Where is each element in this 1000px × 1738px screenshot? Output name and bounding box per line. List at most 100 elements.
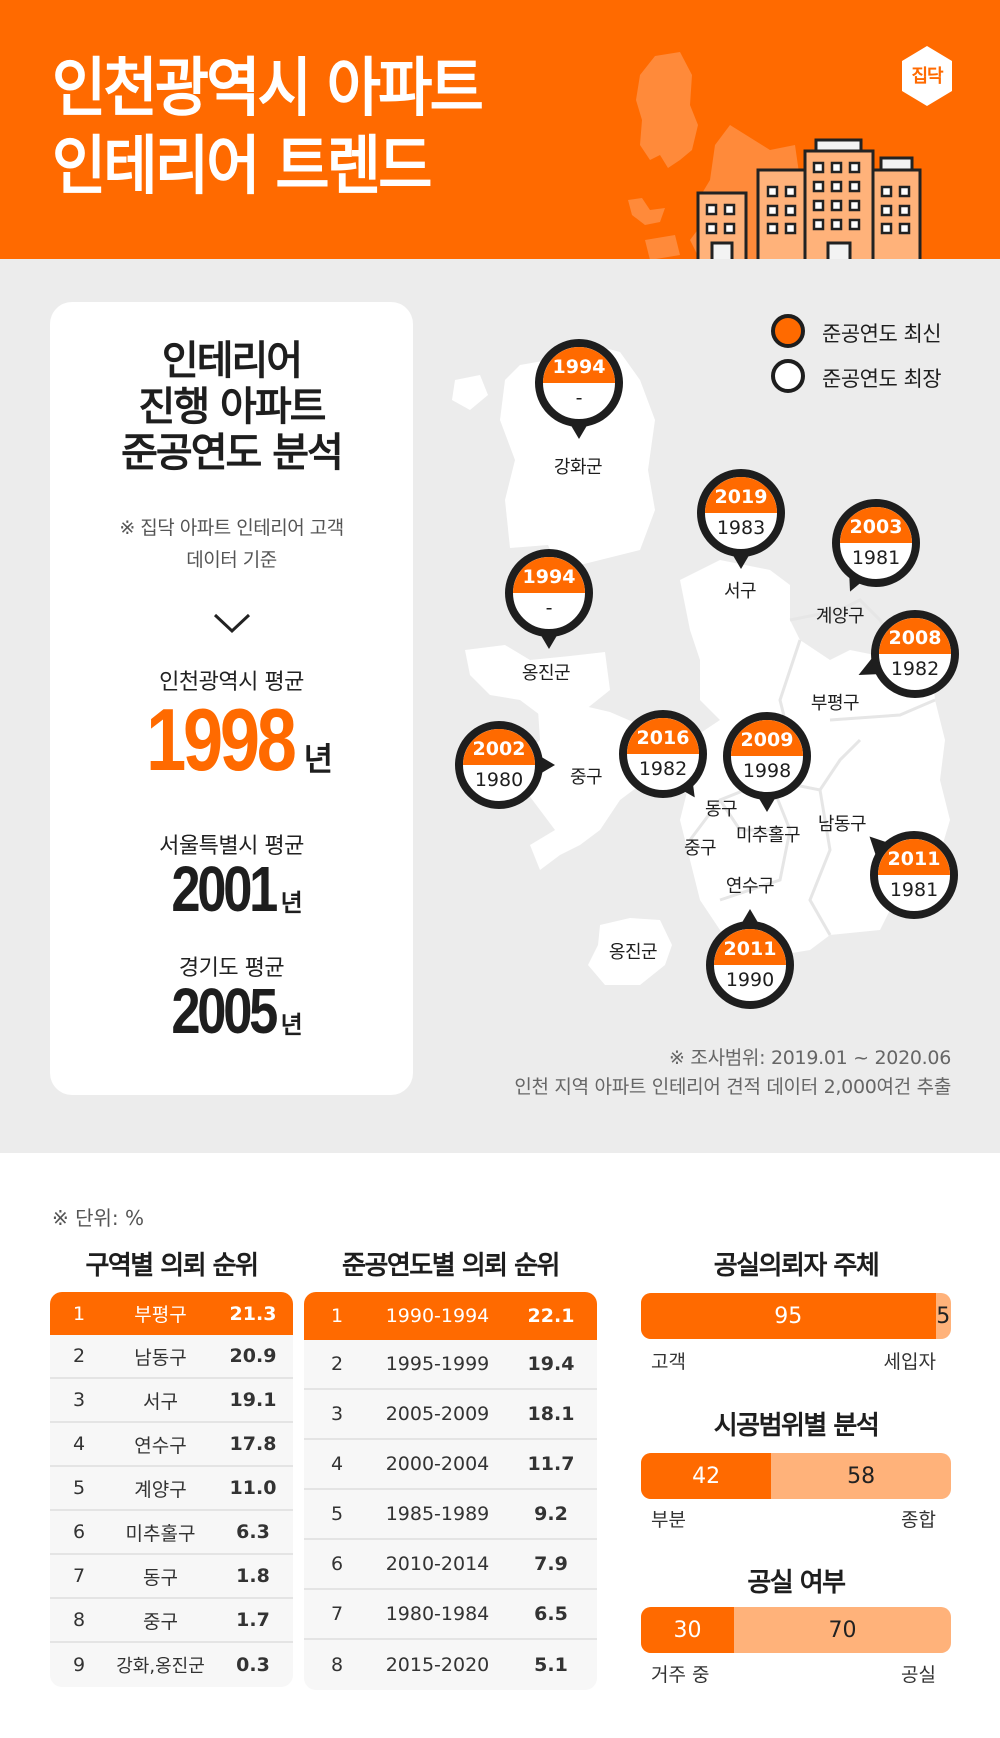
page-title: 인천광역시 아파트 인테리어 트렌드 (52, 50, 484, 206)
table-row: 7 동구 1.8 (50, 1555, 293, 1599)
vacancy-status-title: 공실 여부 (747, 1568, 846, 1598)
card-title-line-1: 인테리어 (161, 338, 303, 384)
pin-newest-year: 2011 (878, 839, 950, 875)
bar-main-value: 95 (641, 1293, 936, 1339)
pin-oldest-year: 1982 (638, 758, 688, 780)
value-cell: 21.3 (229, 1302, 277, 1325)
rank-cell: 2 (72, 1345, 86, 1367)
map-pin-namdong[interactable]: 2011 1981 (861, 828, 958, 919)
district-ranking-title: 구역별 의뢰 순위 (85, 1251, 259, 1281)
value-cell: 11.7 (527, 1453, 575, 1475)
value-cell: 9.2 (534, 1503, 568, 1525)
value-cell: 18.1 (527, 1403, 575, 1425)
map-pin-ongjin[interactable]: 1994 - (505, 549, 593, 649)
pin-oldest-year: 1990 (725, 969, 775, 991)
name-cell: 부평구 (134, 1304, 187, 1326)
pin-newest-year: 2008 (879, 618, 951, 654)
map-pin-gyeyang[interactable]: 2003 1981 (832, 499, 920, 597)
name-cell: 2015-2020 (385, 1654, 490, 1676)
region-label-bupyeong: 부평구 (810, 693, 860, 714)
name-cell: 1985-1989 (385, 1503, 490, 1525)
table-row: 9 강화,옹진군 0.3 (50, 1643, 293, 1687)
value-cell: 5.1 (534, 1654, 568, 1676)
map-pin-michuhol[interactable]: 2009 1998 (723, 712, 811, 812)
requester-type-title: 공실의뢰자 주체 (713, 1251, 880, 1281)
value-cell: 6.3 (236, 1521, 270, 1543)
legend-newest-label: 준공연도 최신 (822, 322, 942, 346)
value-cell: 20.9 (229, 1345, 277, 1367)
bar-right-label: 공실 (901, 1664, 936, 1686)
table-row: 1 1990-1994 22.1 (304, 1292, 597, 1340)
bar-right-label: 세입자 (883, 1351, 936, 1373)
legend-oldest-dot-icon (771, 359, 805, 393)
seoul-average-year: 2001 (171, 853, 279, 925)
rank-cell: 2 (330, 1353, 344, 1375)
gyeonggi-average-value: 2005 년 (50, 976, 413, 1046)
card-title: 인테리어 진행 아파트 준공연도 분석 (50, 338, 413, 476)
incheon-average-label: 인천광역시 평균 (159, 670, 304, 695)
vacancy-status-bar: 30 70 (641, 1607, 951, 1653)
name-cell: 미추홀구 (125, 1522, 196, 1545)
zipdoc-logo[interactable]: 집닥 (900, 45, 954, 107)
region-label-namdong: 남동구 (817, 814, 867, 835)
scope-analysis-title: 시공범위별 분석 (713, 1411, 880, 1441)
name-cell: 동구 (143, 1566, 178, 1589)
incheon-average-value: 1998 년 (50, 692, 413, 788)
rank-cell: 8 (330, 1654, 344, 1676)
seoul-average-label: 서울특별시 평균 (159, 834, 304, 859)
pin-newest-year: 2016 (627, 718, 699, 754)
year-unit: 년 (280, 1011, 303, 1039)
region-label-ganghwa: 강화군 (553, 457, 603, 478)
map-pin-dong[interactable]: 2016 1982 (619, 710, 707, 805)
table-row: 4 2000-2004 11.7 (304, 1440, 597, 1490)
name-cell: 2005-2009 (385, 1403, 490, 1425)
title-line-1: 인천광역시 아파트 (52, 52, 484, 126)
map-pin-yeonsu[interactable]: 2011 1990 (706, 909, 794, 1009)
name-cell: 2000-2004 (385, 1453, 490, 1475)
value-cell: 22.1 (527, 1305, 575, 1327)
table-row: 4 연수구 17.8 (50, 1423, 293, 1467)
rank-cell: 3 (72, 1389, 86, 1411)
region-label-michuhol: 미추홀구 (735, 825, 801, 846)
rank-cell: 4 (330, 1453, 344, 1475)
region-label-ongjin-lower: 옹진군 (608, 942, 658, 963)
card-note-line-2: 데이터 기준 (186, 549, 277, 571)
region-label-seo: 서구 (723, 581, 757, 602)
region-label-jung: 중구 (569, 767, 603, 788)
summary-card: 인테리어 진행 아파트 준공연도 분석 ※ 집닥 아파트 인테리어 고객 데이터… (50, 302, 413, 1095)
table-row: 2 남동구 20.9 (50, 1335, 293, 1379)
name-cell: 1980-1984 (385, 1603, 490, 1625)
region-label-gyeyang: 계양구 (815, 606, 865, 627)
pin-newest-year: 2019 (705, 477, 777, 513)
name-cell: 1990-1994 (385, 1305, 490, 1327)
rank-cell: 7 (72, 1565, 86, 1587)
gyeonggi-average-label: 경기도 평균 (178, 956, 285, 981)
pin-oldest-year: 1980 (474, 769, 524, 791)
value-cell: 1.7 (236, 1609, 270, 1631)
gyeonggi-average-year: 2005 (171, 975, 279, 1047)
apartment-buildings-icon (696, 138, 922, 259)
map-pin-bupyeong[interactable]: 2008 1982 (853, 610, 959, 698)
chevron-down-icon (213, 613, 251, 634)
value-cell: 1.8 (236, 1565, 270, 1587)
incheon-average-year: 1998 (146, 690, 297, 789)
region-label-yeonsu: 연수구 (725, 876, 775, 897)
table-row: 7 1980-1984 6.5 (304, 1590, 597, 1640)
map-pin-seo[interactable]: 2019 1983 (697, 469, 785, 569)
table-row: 2 1995-1999 19.4 (304, 1340, 597, 1390)
value-cell: 19.4 (527, 1353, 575, 1375)
bar-right-label: 종합 (901, 1509, 936, 1531)
seoul-average-value: 2001 년 (50, 854, 413, 924)
rank-cell: 4 (72, 1433, 86, 1455)
name-cell: 연수구 (134, 1434, 187, 1457)
card-title-line-3: 준공연도 분석 (121, 430, 344, 476)
pin-oldest-year: 1982 (890, 658, 940, 680)
region-label-ongjin: 옹진군 (521, 663, 571, 684)
map-pin-ganghwa[interactable]: 1994 - (535, 339, 623, 439)
pin-oldest-year: 1981 (851, 547, 901, 569)
pin-oldest-year: 1998 (742, 760, 792, 782)
map-pin-jung[interactable]: 2002 1980 (455, 721, 555, 809)
value-cell: 11.0 (229, 1477, 277, 1499)
pin-oldest-year: - (575, 387, 583, 409)
survey-period-note: ※ 조사범위: 2019.01 ~ 2020.06 (669, 1047, 951, 1069)
